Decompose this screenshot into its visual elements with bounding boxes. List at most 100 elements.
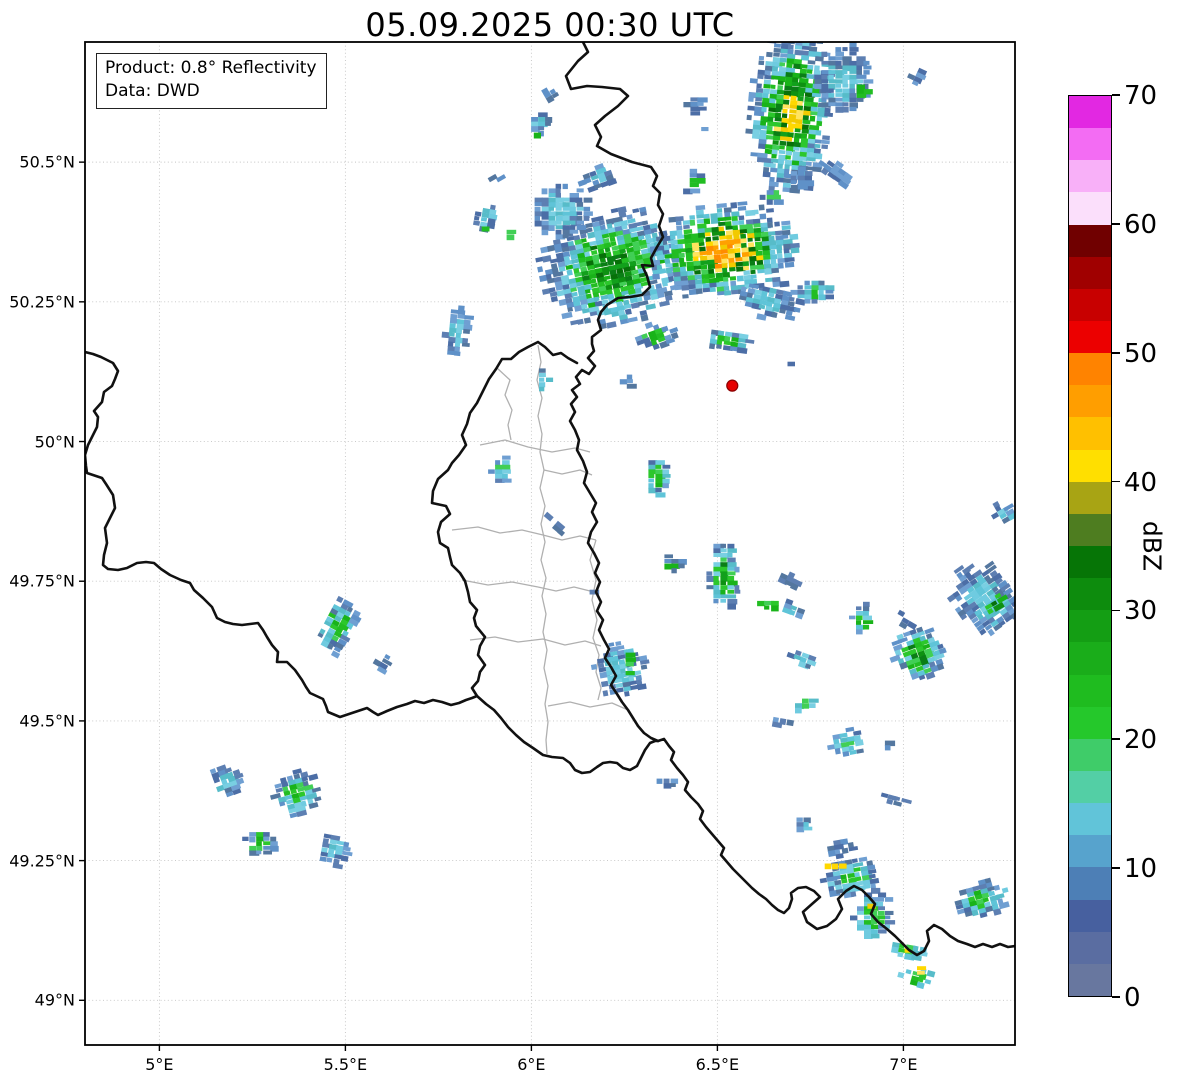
echo-cell <box>727 603 736 610</box>
echo-cell <box>694 269 701 275</box>
echo-cell <box>849 60 860 66</box>
echo-cell <box>230 783 242 792</box>
echo-cell <box>678 559 687 565</box>
echo-cell <box>821 88 829 93</box>
echo-cell <box>814 65 820 71</box>
echo-cell <box>548 225 555 231</box>
admin1-border <box>469 636 602 647</box>
echo-cell <box>534 206 541 213</box>
echo-cell <box>771 66 779 73</box>
echo-cell <box>548 188 557 195</box>
echo-cell <box>828 79 837 84</box>
colorbar-unit-label: dBZ <box>1137 520 1167 572</box>
echo-cell <box>727 585 734 590</box>
echo-cell <box>637 235 645 241</box>
echo-cell <box>795 119 803 125</box>
echo-cell <box>793 63 803 70</box>
echo-cell <box>626 374 633 381</box>
echo-cell <box>655 283 663 290</box>
echo-cell <box>800 64 808 69</box>
echo-cell <box>835 70 845 76</box>
echo-cell <box>534 216 540 221</box>
echo-cell <box>759 213 767 220</box>
echo-cell <box>668 276 675 282</box>
colorbar-tick <box>1112 94 1120 96</box>
echo-cell <box>969 578 979 587</box>
echo-cell <box>742 256 750 263</box>
echo-cell <box>290 788 297 795</box>
echo-cell <box>454 346 461 352</box>
radar-echo <box>827 838 859 860</box>
echo-cell <box>727 571 736 576</box>
echo-cell <box>739 228 748 234</box>
echo-cell <box>898 621 908 630</box>
echo-cell <box>256 845 263 851</box>
echo-cell <box>648 469 656 475</box>
echo-cell <box>748 283 759 290</box>
echo-cell <box>891 941 900 949</box>
echo-cell <box>763 79 771 86</box>
echo-cell <box>834 160 844 169</box>
echo-cell <box>857 906 864 912</box>
echo-cell <box>270 845 279 852</box>
echo-cell <box>232 788 242 796</box>
echo-cell <box>678 252 685 258</box>
echo-cell <box>809 698 819 703</box>
echo-cell <box>562 284 570 291</box>
echo-cell <box>786 136 793 142</box>
radar-echo <box>649 201 800 299</box>
echo-cell <box>669 327 679 334</box>
echo-cell <box>562 183 568 190</box>
echo-cell <box>621 290 630 296</box>
echo-cell <box>913 76 923 85</box>
echo-cell <box>343 841 350 848</box>
echo-cell <box>794 611 804 620</box>
echo-cell <box>781 229 791 236</box>
echo-cell <box>586 227 593 233</box>
echo-cell <box>805 166 813 171</box>
echo-cell <box>678 248 686 253</box>
echo-cell <box>811 280 822 287</box>
echo-cell <box>731 337 740 343</box>
echo-cell <box>778 154 788 161</box>
echo-cell <box>972 885 981 892</box>
echo-cell <box>463 328 471 335</box>
echo-cell <box>589 589 600 595</box>
echo-cell <box>828 88 834 93</box>
echo-cell <box>619 318 629 325</box>
echo-cell <box>804 299 811 304</box>
echo-cell <box>720 580 727 586</box>
echo-cell <box>589 245 598 251</box>
colorbar-tick-label: 70 <box>1124 81 1158 111</box>
echo-cell <box>766 208 774 213</box>
echo-cell <box>570 319 579 326</box>
echo-cell <box>713 580 720 586</box>
echo-cell <box>581 270 589 277</box>
echo-cell <box>599 290 608 296</box>
echo-cell <box>341 850 353 857</box>
echo-cell <box>807 60 816 65</box>
echo-cell <box>790 289 801 295</box>
echo-cell <box>461 342 470 348</box>
echo-cell <box>871 910 878 917</box>
echo-cell <box>648 487 658 494</box>
echo-cell <box>596 658 605 664</box>
echo-cell <box>824 863 832 870</box>
echo-cell <box>678 257 685 263</box>
echo-cell <box>541 229 549 236</box>
echo-cell <box>616 645 625 651</box>
echo-cell <box>856 74 867 79</box>
echo-cell <box>863 89 873 95</box>
echo-cell <box>799 73 807 78</box>
echo-cell <box>828 885 835 892</box>
echo-cell <box>871 897 880 902</box>
echo-cell <box>713 594 721 599</box>
echo-cell <box>1003 503 1015 512</box>
echo-cell <box>738 333 749 340</box>
echo-cell <box>609 236 616 243</box>
echo-cell <box>534 211 545 217</box>
echo-cell <box>856 629 863 635</box>
echo-cell <box>961 578 970 587</box>
echo-cell <box>564 292 574 299</box>
echo-cell <box>734 566 740 573</box>
